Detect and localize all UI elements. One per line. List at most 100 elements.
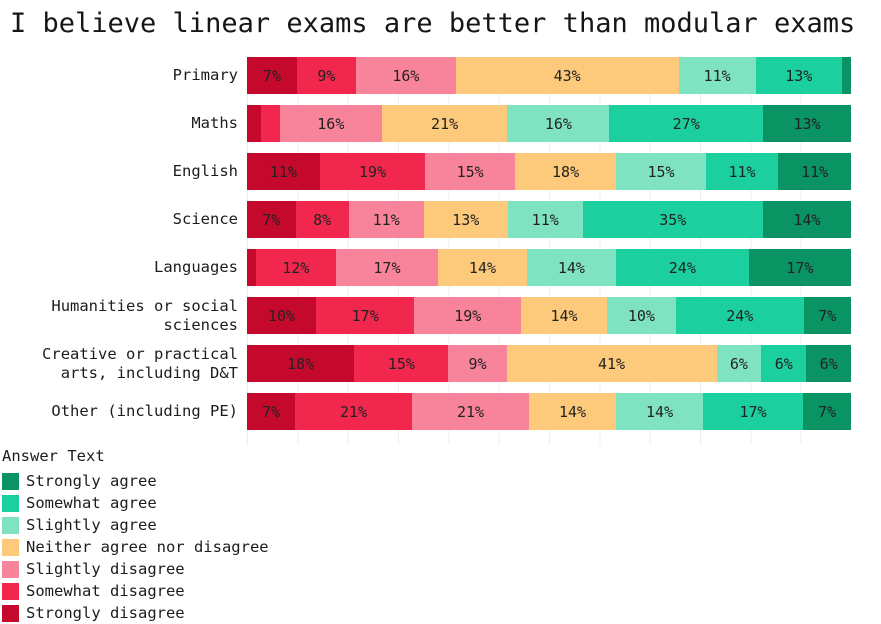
bar-segment[interactable]: 7% — [803, 297, 852, 334]
bar-segment[interactable]: 16% — [507, 105, 610, 142]
stacked-bar: 16% 21% 16% 27% 13% — [247, 105, 851, 142]
bar-segment[interactable]: 21% — [412, 393, 530, 430]
category-label: Other (including PE) — [51, 402, 238, 420]
bar-segment[interactable]: 7% — [802, 393, 851, 430]
bar-segment[interactable]: 35% — [582, 201, 763, 238]
legend-item[interactable]: Slightly agree — [2, 514, 269, 536]
segment-value-label: 14% — [559, 402, 587, 421]
bar-segment[interactable]: 11% — [247, 153, 320, 190]
legend-item-label: Neither agree nor disagree — [26, 538, 269, 556]
segment-value-label: 13% — [785, 66, 813, 85]
bar-segment[interactable]: 14% — [529, 393, 617, 430]
bar-segment[interactable]: 19% — [319, 153, 426, 190]
segment-value-label: 10% — [267, 306, 296, 325]
legend-item-label: Slightly disagree — [26, 560, 185, 578]
segment-value-label: 11% — [531, 210, 559, 229]
segment-value-label: 35% — [659, 210, 687, 229]
legend-item[interactable]: Strongly agree — [2, 470, 269, 492]
bar-segment[interactable]: 27% — [609, 105, 763, 142]
segment-value-label: 6% — [729, 354, 748, 373]
legend-item-label: Somewhat agree — [26, 494, 157, 512]
segment-value-label: 11% — [269, 162, 297, 181]
bar-segment[interactable]: 11% — [678, 57, 756, 94]
segment-value-label: 11% — [703, 66, 731, 85]
bar-segment[interactable]: 6% — [716, 345, 762, 382]
segment-value-label: 7% — [261, 402, 281, 421]
bar-segment[interactable]: 9% — [448, 345, 507, 382]
segment-value-label: 18% — [287, 354, 315, 373]
bar-segment[interactable]: 7% — [247, 393, 296, 430]
bar-row: Humanities or social sciences 10% 17% 19% 14… — [0, 297, 852, 334]
bar-segment[interactable]: 7% — [247, 57, 297, 94]
segment-value-label: 15% — [647, 162, 675, 181]
category-label: Maths — [191, 114, 238, 132]
bar-segment[interactable] — [261, 105, 280, 142]
bar-segment[interactable]: 17% — [335, 249, 439, 286]
bar-segment[interactable]: 19% — [414, 297, 522, 334]
bar-segment[interactable]: 18% — [247, 345, 355, 382]
bar-segment[interactable]: 10% — [247, 297, 317, 334]
bar-segment[interactable]: 14% — [616, 393, 704, 430]
bar-segment[interactable]: 14% — [521, 297, 607, 334]
bar-segment[interactable]: 14% — [526, 249, 616, 286]
bar-row: Primary 7% 9% 16% 43% 11% 13% — [0, 57, 851, 94]
legend-item[interactable]: Strongly disagree — [2, 602, 269, 624]
bar-segment[interactable]: 24% — [615, 249, 749, 286]
bar-segment[interactable]: 41% — [506, 345, 717, 382]
legend-item[interactable]: Neither agree nor disagree — [2, 536, 269, 558]
segment-value-label: 7% — [262, 66, 281, 85]
bar-segment[interactable]: 12% — [255, 249, 336, 286]
legend-item-label: Strongly disagree — [26, 604, 185, 622]
bar-segment[interactable]: 21% — [295, 393, 413, 430]
bar-segment[interactable]: 24% — [675, 297, 804, 334]
segment-value-label: 11% — [801, 162, 829, 181]
segment-value-label: 41% — [598, 354, 626, 373]
legend-item-label: Somewhat disagree — [26, 582, 185, 600]
segment-value-label: 7% — [817, 402, 837, 421]
bar-segment[interactable] — [841, 57, 851, 94]
bar-segment[interactable]: 13% — [423, 201, 508, 238]
segment-value-label: 11% — [372, 210, 400, 229]
category-label: Science — [172, 210, 238, 228]
segment-value-label: 14% — [557, 258, 585, 277]
legend-title: Answer Text — [2, 447, 105, 465]
legend-item[interactable]: Slightly disagree — [2, 558, 269, 580]
bar-segment[interactable]: 21% — [381, 105, 508, 142]
bar-segment[interactable]: 6% — [806, 345, 852, 382]
bar-segment[interactable]: 15% — [616, 153, 706, 190]
bar-segment[interactable]: 11% — [507, 201, 583, 238]
bar-segment[interactable]: 15% — [354, 345, 449, 382]
bar-segment[interactable]: 16% — [279, 105, 382, 142]
bar-segment[interactable]: 11% — [348, 201, 424, 238]
segment-value-label: 27% — [672, 114, 700, 133]
legend-item[interactable]: Somewhat disagree — [2, 580, 269, 602]
bar-segment[interactable]: 8% — [295, 201, 349, 238]
segment-value-label: 16% — [317, 114, 345, 133]
bar-segment[interactable]: 13% — [755, 57, 842, 94]
legend-swatch-icon — [2, 604, 19, 622]
bar-segment[interactable]: 10% — [606, 297, 676, 334]
bar-segment[interactable]: 13% — [763, 105, 851, 142]
bar-segment[interactable]: 9% — [296, 57, 356, 94]
bar-segment[interactable]: 6% — [761, 345, 807, 382]
bar-segment[interactable]: 17% — [316, 297, 415, 334]
bar-segment[interactable]: 14% — [762, 201, 851, 238]
bar-segment[interactable]: 15% — [425, 153, 515, 190]
bar-segment[interactable]: 17% — [703, 393, 803, 430]
legend-item[interactable]: Somewhat agree — [2, 492, 269, 514]
stacked-bar: 7% 8% 11% 13% 11% 35% 14% — [247, 201, 851, 238]
legend-swatch-icon — [2, 472, 19, 490]
bar-segment[interactable]: 14% — [438, 249, 527, 286]
bar-segment[interactable]: 7% — [247, 201, 296, 238]
segment-value-label: 24% — [726, 306, 754, 325]
stacked-bar: 7% 21% 21% 14% 14% 17% 7% — [247, 393, 851, 430]
bar-segment[interactable] — [247, 249, 256, 286]
bar-segment[interactable]: 11% — [778, 153, 851, 190]
bar-segment[interactable]: 43% — [455, 57, 679, 94]
segment-value-label: 14% — [550, 306, 578, 325]
bar-segment[interactable]: 11% — [705, 153, 779, 190]
bar-segment[interactable]: 16% — [355, 57, 456, 94]
bar-segment[interactable]: 18% — [514, 153, 617, 190]
bar-segment[interactable]: 17% — [748, 249, 851, 286]
bar-segment[interactable] — [247, 105, 262, 142]
